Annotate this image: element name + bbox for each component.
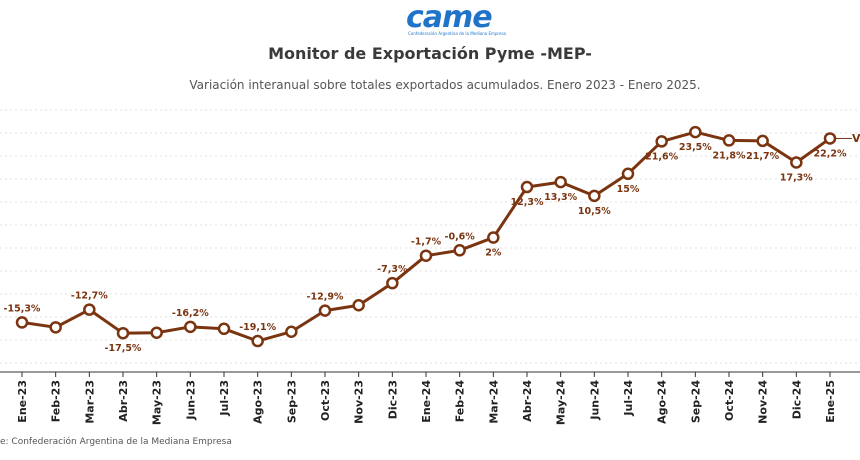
logo-subtext: Confederación Argentina de la Mediana Em… [408, 31, 506, 36]
x-tick-label: Dic-24 [790, 380, 803, 420]
x-tick-label: Ago-23 [252, 380, 265, 424]
data-point [251, 334, 264, 348]
data-point [83, 303, 96, 316]
x-tick-label: Ene-24 [420, 380, 433, 423]
data-label: -1,7% [411, 237, 442, 248]
data-point [49, 321, 62, 334]
came-logo: came Confederación Argentina de la Media… [406, 0, 506, 36]
data-label: -7,3% [377, 264, 408, 275]
data-point [520, 180, 534, 194]
x-tick-label: Jun-24 [588, 380, 601, 421]
data-point [386, 276, 399, 290]
x-tick-label: May-23 [151, 380, 164, 425]
x-tick-label: Ene-25 [824, 380, 837, 423]
x-tick-label: Dic-23 [386, 380, 399, 419]
x-tick-label: Feb-23 [50, 380, 63, 422]
data-point [419, 249, 433, 262]
data-label: -15,3% [4, 303, 41, 314]
x-tick-label: May-24 [555, 380, 568, 425]
data-point [352, 298, 365, 312]
data-point [655, 135, 668, 148]
data-label: 22,2% [814, 148, 847, 159]
data-label: -0,6% [445, 231, 476, 242]
data-point [285, 325, 298, 338]
data-point [184, 320, 197, 334]
data-label: 21,7% [746, 151, 779, 162]
data-label: -12,9% [307, 292, 344, 303]
data-label: -12,7% [71, 291, 108, 302]
data-point [554, 175, 567, 189]
data-point [217, 322, 231, 336]
data-point [150, 326, 163, 339]
legend-label: V( [852, 132, 860, 145]
data-label: 10,5% [578, 206, 611, 217]
x-tick-label: Jul-23 [218, 380, 231, 417]
x-tick-label: Nov-23 [353, 380, 366, 424]
data-point [823, 132, 837, 145]
data-label: -17,5% [105, 343, 142, 354]
data-point [621, 167, 635, 181]
data-point [116, 326, 130, 340]
x-tick-label: Mar-23 [83, 380, 96, 424]
x-tick-label: Nov-24 [757, 380, 770, 424]
x-tick-label: Ago-24 [656, 380, 669, 424]
x-tick-label: Sep-23 [285, 380, 298, 423]
data-point [790, 156, 803, 169]
logo-text: came [406, 0, 493, 35]
x-tick-label: Jun-23 [184, 380, 197, 421]
x-tick-label: Mar-24 [487, 380, 500, 424]
x-tick-label: Jul-24 [622, 380, 635, 417]
data-point [722, 134, 736, 147]
data-point [15, 316, 29, 329]
x-tick-label: Sep-24 [689, 380, 702, 423]
data-point [453, 244, 466, 257]
data-label: 12,3% [511, 197, 544, 208]
data-label: 21,8% [713, 150, 746, 161]
chart-title: Monitor de Exportación Pyme -MEP- [268, 44, 592, 63]
data-label: 15% [617, 184, 640, 195]
chart-subtitle: Variación interanual sobre totales expor… [189, 78, 701, 92]
data-label: -19,1% [239, 322, 276, 333]
data-label: -16,2% [172, 308, 209, 319]
data-label: 13,3% [544, 192, 577, 203]
data-label: 23,5% [679, 142, 712, 153]
data-point [487, 231, 500, 244]
x-tick-label: Oct-23 [319, 380, 332, 421]
x-tick-label: Feb-24 [454, 380, 467, 423]
data-point [588, 189, 601, 203]
x-tick-label: Abr-24 [521, 380, 534, 422]
x-tick-label: Oct-24 [723, 380, 736, 421]
data-point [318, 304, 332, 317]
x-tick-label: Ene-23 [16, 380, 29, 423]
data-point [689, 125, 702, 139]
data-point [756, 134, 769, 148]
source-note: e: Confederación Argentina de la Mediana… [0, 437, 232, 447]
data-label: 21,6% [645, 151, 678, 162]
data-label: 2% [485, 248, 502, 259]
data-label: 17,3% [780, 172, 813, 183]
x-tick-label: Abr-23 [117, 380, 130, 422]
